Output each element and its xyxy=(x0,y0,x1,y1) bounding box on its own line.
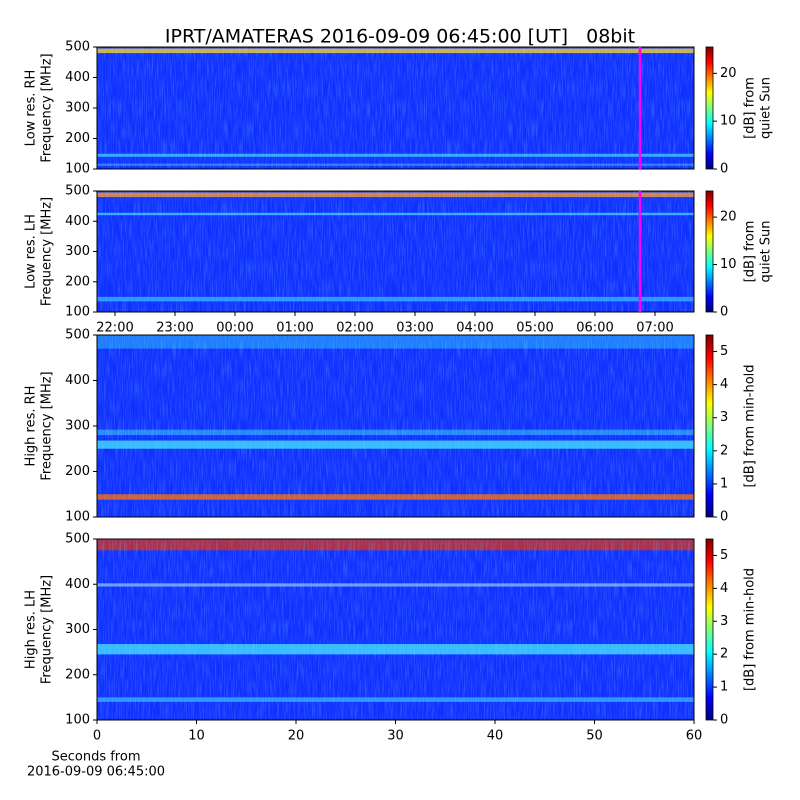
x-tick-label: 00:00 xyxy=(216,321,253,336)
colorbar-tick-label: 1 xyxy=(720,476,728,491)
colorbar-label: quiet Sun xyxy=(759,77,774,139)
y-tick-label: 100 xyxy=(65,713,90,728)
colorbar-tick-label: 4 xyxy=(720,581,728,596)
x-tick-label: 23:00 xyxy=(156,321,193,336)
y-tick-label: 400 xyxy=(65,70,90,85)
y-axis-label: Frequency [MHz] xyxy=(40,197,55,306)
colorbar-tick-label: 10 xyxy=(720,257,737,272)
y-tick-label: 500 xyxy=(65,40,90,55)
y-axis-label: Frequency [MHz] xyxy=(40,575,55,684)
y-axis-label: High res. RH xyxy=(24,386,39,467)
x-tick-label: 04:00 xyxy=(456,321,493,336)
noise xyxy=(97,47,694,169)
colorbar-tick-label: 1 xyxy=(720,680,728,695)
colorbar-label: quiet Sun xyxy=(759,220,774,282)
y-tick-label: 300 xyxy=(65,244,90,259)
colorbar xyxy=(705,46,714,170)
y-axis-label: Frequency [MHz] xyxy=(40,371,55,480)
colorbar xyxy=(705,538,714,721)
x-tick-label: 40 xyxy=(487,729,504,744)
colorbar-tick-label: 0 xyxy=(720,162,728,177)
colorbar xyxy=(705,190,714,313)
y-tick-label: 500 xyxy=(65,184,90,199)
y-tick-label: 100 xyxy=(65,305,90,320)
x-tick-label: 05:00 xyxy=(516,321,553,336)
colorbar-tick-label: 0 xyxy=(720,713,728,728)
colorbar-label: [dB] from xyxy=(743,221,758,283)
y-tick-label: 400 xyxy=(65,577,90,592)
y-tick-label: 400 xyxy=(65,214,90,229)
colorbar-tick-label: 5 xyxy=(720,548,728,563)
colorbar-tick-label: 20 xyxy=(720,210,737,225)
noise xyxy=(97,191,694,312)
y-tick-label: 500 xyxy=(65,328,90,343)
y-axis-label: Low res. RH xyxy=(24,70,39,147)
y-axis-label: High res. LH xyxy=(24,590,39,669)
x-axis-label: Seconds from xyxy=(51,750,140,765)
x-tick-label: 10 xyxy=(188,729,205,744)
y-axis-label: Frequency [MHz] xyxy=(40,53,55,162)
colorbar-tick-label: 2 xyxy=(720,443,728,458)
x-tick-label: 01:00 xyxy=(276,321,313,336)
colorbar-label: [dB] from min-hold xyxy=(743,568,758,691)
x-tick-label: 03:00 xyxy=(396,321,433,336)
colorbar-tick-label: 10 xyxy=(720,114,737,129)
y-tick-label: 200 xyxy=(65,464,90,479)
noise xyxy=(97,539,694,720)
y-tick-label: 500 xyxy=(65,532,90,547)
x-axis-label: 2016-09-09 06:45:00 xyxy=(27,765,165,780)
x-tick-label: 20 xyxy=(288,729,305,744)
y-tick-label: 400 xyxy=(65,373,90,388)
y-tick-label: 300 xyxy=(65,419,90,434)
colorbar-tick-label: 3 xyxy=(720,614,728,629)
x-tick-label: 0 xyxy=(93,729,101,744)
colorbar-label: [dB] from xyxy=(743,77,758,139)
chart-title: IPRT/AMATERAS 2016-09-09 06:45:00 [UT] 0… xyxy=(165,26,635,48)
noise xyxy=(97,335,694,517)
colorbar-label: [dB] from min-hold xyxy=(743,364,758,487)
colorbar-tick-label: 3 xyxy=(720,410,728,425)
y-tick-label: 300 xyxy=(65,101,90,116)
y-tick-label: 100 xyxy=(65,162,90,177)
colorbar-tick-label: 0 xyxy=(720,510,728,525)
y-tick-label: 200 xyxy=(65,131,90,146)
x-tick-label: 60 xyxy=(686,729,703,744)
y-axis-label: Low res. LH xyxy=(24,214,39,289)
x-tick-label: 02:00 xyxy=(336,321,373,336)
colorbar-tick-label: 2 xyxy=(720,647,728,662)
colorbar-tick-label: 20 xyxy=(720,66,737,81)
colorbar-tick-label: 4 xyxy=(720,377,728,392)
colorbar xyxy=(705,334,714,518)
y-tick-label: 300 xyxy=(65,622,90,637)
x-tick-label: 30 xyxy=(387,729,404,744)
x-tick-label: 07:00 xyxy=(636,321,673,336)
x-tick-label: 22:00 xyxy=(96,321,133,336)
colorbar-tick-label: 5 xyxy=(720,344,728,359)
colorbar-tick-label: 0 xyxy=(720,305,728,320)
x-tick-label: 50 xyxy=(586,729,603,744)
y-tick-label: 200 xyxy=(65,274,90,289)
x-tick-label: 06:00 xyxy=(576,321,613,336)
y-tick-label: 200 xyxy=(65,667,90,682)
y-tick-label: 100 xyxy=(65,510,90,525)
